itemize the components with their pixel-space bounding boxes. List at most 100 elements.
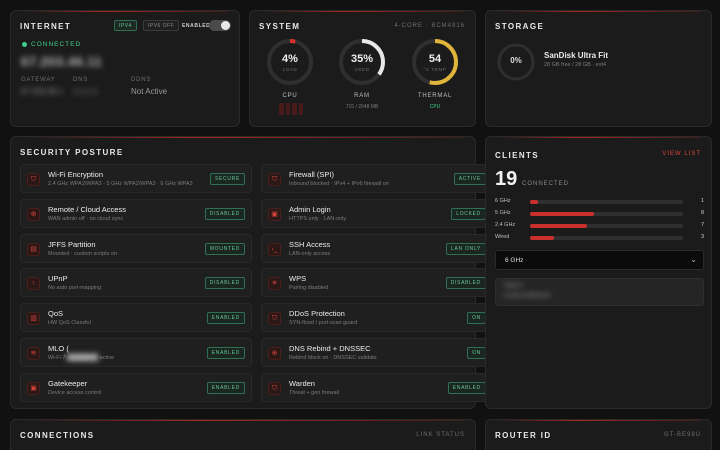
security-title: SECURITY POSTURE — [20, 148, 124, 157]
security-item-desc: Pairing disabled — [289, 285, 328, 291]
wps-icon: ✳ — [268, 277, 281, 291]
security-item-desc-text: HW QoS Classful — [48, 320, 91, 327]
cpu-value: 4% — [282, 53, 298, 65]
redacted-text: ████████ — [66, 355, 99, 361]
security-item-desc-text: No auto port-mapping — [48, 285, 102, 292]
security-item-desc-text: Pairing disabled — [289, 285, 329, 292]
router-id-title: ROUTER ID — [495, 431, 552, 440]
security-item[interactable]: ▤ JFFS Partition Mounted · custom scripts … — [20, 233, 252, 263]
client-count-label: CONNECTED — [522, 181, 570, 187]
storage-ring: 0% — [496, 42, 536, 82]
security-item-name: WPS — [289, 274, 307, 284]
band-count: 8 — [700, 210, 704, 216]
terminal-icon: ›_ — [268, 242, 281, 256]
status-badge: ON — [467, 347, 486, 359]
security-item-name: Remote / Cloud Access — [48, 204, 126, 214]
security-item[interactable]: ⊕ DNS Rebind + DNSSEC Rebind block on · DN… — [261, 338, 493, 367]
status-badge: MOUNTED — [204, 242, 245, 255]
chart-icon: ▥ — [27, 312, 40, 326]
ipv6-pill[interactable]: IPV6 OFF — [143, 20, 180, 31]
security-item-desc: Threat + geo firewall — [289, 390, 339, 396]
security-item-name: SSH Access — [289, 239, 331, 249]
security-item-desc-text: HTTPS only · LAN-only — [289, 215, 347, 222]
security-item-desc-text: SYN-flood / port-scan guard — [289, 320, 358, 327]
chevron-down-icon: ⌄ — [690, 255, 697, 264]
band-label: Wired — [495, 234, 510, 240]
security-item[interactable]: ▣ Gatekeeper Device access control ENABLED — [20, 372, 252, 402]
internet-card: INTERNET IPV4 IPV6 OFF ENABLED — [10, 10, 240, 127]
band-bar-fill — [530, 212, 595, 216]
security-item[interactable]: ≋ MLO (Wi-Fi 7 ████████ active ENABLED — [20, 338, 252, 367]
security-item-desc: Mounted · custom scripts on — [48, 251, 117, 257]
view-list-link[interactable]: VIEW LIST — [662, 151, 701, 157]
connections-title: CONNECTIONS — [20, 431, 95, 440]
band-select-value: 6 GHz — [505, 257, 524, 264]
band-count: 7 — [700, 222, 704, 228]
internet-toggle[interactable] — [209, 20, 231, 31]
thermal-value: 54 — [428, 53, 442, 65]
status-badge: DISABLED — [204, 277, 245, 290]
security-item[interactable]: ⊕ Remote / Cloud Access WAN admin off · no… — [20, 198, 252, 228]
gateway-label: GATEWAY — [21, 77, 56, 83]
dns-value: 1.1.1.1 — [73, 87, 98, 96]
security-item[interactable]: ✳ WPS Pairing disabled DISABLED — [261, 268, 493, 298]
security-item-desc: No auto port-mapping — [48, 285, 101, 291]
security-item[interactable]: ↑ UPnP No auto port-mapping DISABLED — [20, 268, 252, 298]
security-item[interactable]: ⛉ DDoS Protection SYN-flood / port-scan gu… — [261, 303, 493, 333]
globe-icon: ⊕ — [268, 347, 281, 360]
clients-title: CLIENTS — [495, 151, 540, 160]
ram-sub: 715 / 2048 MB — [345, 104, 379, 110]
thermal-label: THERMAL — [417, 93, 453, 99]
client-entry-name: Pixel 9 — [504, 283, 523, 289]
band-label: 6 GHz — [495, 198, 511, 204]
band-bar-fill — [530, 224, 587, 228]
ram-value: 35% — [350, 53, 374, 65]
security-item-desc: LAN-only access — [289, 251, 330, 257]
security-item-desc: Wi-Fi 7 ████████ active — [48, 355, 114, 361]
band-label: 2.4 GHz — [495, 222, 516, 228]
band-count: 1 — [700, 198, 704, 204]
status-badge: DISABLED — [445, 277, 486, 290]
ipv4-pill[interactable]: IPV4 — [114, 20, 137, 31]
client-entry[interactable]: Pixel 9 C4:3E:10:98:A2:01 — [495, 278, 704, 306]
status-badge: DISABLED — [204, 207, 245, 220]
storage-info: 28 GB free / 28 GB · ext4 — [544, 62, 607, 68]
security-item-desc-text: Mounted · custom scripts on — [48, 250, 118, 257]
band-bar-fill — [530, 200, 538, 204]
storage-name: SanDisk Ultra Fit — [544, 51, 609, 60]
internet-title: INTERNET — [20, 22, 72, 31]
status-badge: ENABLED — [447, 381, 486, 394]
status-badge: ACTIVE — [453, 173, 486, 185]
shield-icon: ⛉ — [268, 173, 281, 186]
security-item-name: QoS — [48, 309, 64, 319]
security-item-name: Gatekeeper — [48, 378, 88, 388]
globe-icon: ⊕ — [27, 207, 40, 221]
status-badge: LAN ONLY — [446, 242, 486, 255]
security-item-desc: 2.4 GHz WPA2/WPA3 · 5 GHz WPA2/WPA3 · 6 … — [48, 181, 193, 187]
security-item-desc-text: Wi-Fi 7 — [48, 355, 66, 361]
ddns-value: Not Active — [131, 87, 168, 96]
band-bar — [530, 200, 683, 204]
security-item-desc: HTTPS only · LAN-only — [289, 216, 346, 222]
connection-status: CONNECTED — [31, 41, 82, 48]
wifi-icon: ≋ — [27, 347, 40, 360]
storage-title: STORAGE — [495, 22, 545, 31]
thermal-gauge: 54 °C TEMP — [411, 38, 459, 86]
security-item-desc-text: Threat + geo firewall — [289, 389, 339, 396]
shield-icon: ⛉ — [27, 173, 40, 186]
band-label: 5 GHz — [495, 210, 511, 216]
security-item-name: Warden — [289, 378, 315, 388]
security-item[interactable]: ▣ Admin Login HTTPS only · LAN-only LOCKED — [261, 198, 493, 228]
security-item-name: MLO ( — [48, 344, 69, 353]
status-badge: ON — [467, 312, 486, 325]
band-select[interactable]: 6 GHz ⌄ — [495, 250, 704, 270]
security-item[interactable]: ›_ SSH Access LAN-only access LAN ONLY — [261, 233, 493, 263]
security-item[interactable]: ▥ QoS HW QoS Classful ENABLED — [20, 303, 252, 333]
ram-unit: USED — [354, 67, 370, 72]
security-item[interactable]: ⛉ Firewall (SPI) Inbound blocked · IPv4 + … — [261, 164, 493, 193]
security-item[interactable]: ⛉ Warden Threat + geo firewall ENABLED — [261, 372, 493, 402]
status-badge: ENABLED — [206, 312, 245, 325]
ram-label: RAM — [354, 93, 370, 99]
security-item[interactable]: ⛉ Wi-Fi Encryption 2.4 GHz WPA2/WPA3 · 5 G… — [20, 164, 252, 193]
client-count: 19 — [495, 168, 518, 190]
